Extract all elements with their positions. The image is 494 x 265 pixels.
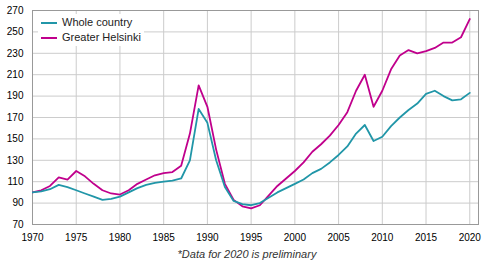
svg-text:1980: 1980 — [109, 232, 132, 243]
svg-text:170: 170 — [7, 112, 24, 123]
svg-text:110: 110 — [8, 176, 24, 187]
svg-text:90: 90 — [12, 197, 24, 208]
svg-text:2020: 2020 — [459, 232, 482, 243]
svg-text:270: 270 — [7, 5, 24, 16]
svg-text:1995: 1995 — [240, 232, 263, 243]
svg-text:190: 190 — [7, 90, 24, 101]
svg-text:2005: 2005 — [327, 232, 350, 243]
svg-text:130: 130 — [7, 155, 24, 166]
svg-text:1985: 1985 — [153, 232, 176, 243]
svg-text:2000: 2000 — [284, 232, 307, 243]
html-text:Whole country: Whole country — [62, 16, 133, 28]
svg-text:1970: 1970 — [21, 232, 44, 243]
svg-text:150: 150 — [7, 133, 24, 144]
html-text:*Data for 2020 is preliminary: *Data for 2020 is preliminary — [177, 248, 317, 260]
svg-text:2010: 2010 — [371, 232, 394, 243]
svg-text:250: 250 — [7, 26, 24, 37]
svg-text:70: 70 — [12, 219, 24, 230]
svg-text:210: 210 — [7, 69, 24, 80]
svg-text:1990: 1990 — [196, 232, 219, 243]
svg-text:2015: 2015 — [415, 232, 438, 243]
svg-text:230: 230 — [7, 48, 24, 59]
html-text:Greater Helsinki: Greater Helsinki — [62, 31, 141, 43]
svg-text:1975: 1975 — [65, 232, 88, 243]
